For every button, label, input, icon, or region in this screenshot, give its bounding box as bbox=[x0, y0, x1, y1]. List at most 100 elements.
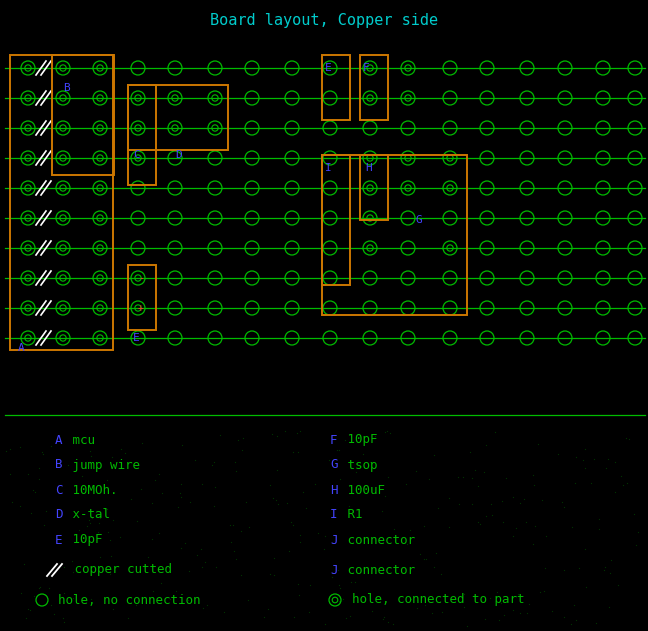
Point bbox=[334, 581, 344, 591]
Point bbox=[380, 491, 390, 501]
Point bbox=[470, 465, 480, 475]
Point bbox=[594, 514, 604, 524]
Point bbox=[165, 594, 175, 604]
Point bbox=[515, 498, 526, 508]
Point bbox=[108, 604, 119, 615]
Point bbox=[295, 426, 306, 436]
Point bbox=[496, 495, 507, 505]
Point bbox=[143, 551, 153, 562]
Point bbox=[378, 612, 389, 622]
Point bbox=[581, 582, 591, 592]
Point bbox=[179, 538, 190, 548]
Point bbox=[370, 431, 380, 441]
Point bbox=[358, 449, 369, 459]
Point bbox=[226, 537, 237, 547]
Point bbox=[559, 612, 570, 622]
Point bbox=[263, 604, 273, 614]
Point bbox=[485, 593, 495, 603]
Point bbox=[421, 553, 431, 563]
Text: x-tal: x-tal bbox=[65, 509, 110, 521]
Point bbox=[346, 577, 356, 587]
Point bbox=[367, 606, 377, 616]
Point bbox=[237, 433, 248, 443]
Point bbox=[580, 463, 590, 473]
Point bbox=[35, 582, 45, 593]
Point bbox=[102, 527, 113, 537]
Text: hole, connected to part: hole, connected to part bbox=[352, 594, 524, 606]
Point bbox=[601, 463, 611, 473]
Point bbox=[148, 586, 159, 596]
Point bbox=[59, 562, 69, 572]
Point bbox=[594, 524, 605, 534]
Point bbox=[578, 456, 588, 466]
Point bbox=[1, 446, 11, 456]
Point bbox=[388, 620, 398, 630]
Point bbox=[26, 508, 36, 518]
Point bbox=[25, 604, 36, 615]
Point bbox=[95, 513, 106, 523]
Point bbox=[59, 588, 69, 598]
Point bbox=[429, 562, 439, 572]
Text: 10MOh.: 10MOh. bbox=[65, 483, 117, 497]
Point bbox=[343, 501, 354, 511]
Point bbox=[40, 506, 51, 516]
Point bbox=[76, 435, 86, 445]
Text: F: F bbox=[363, 63, 370, 73]
Text: copper cutted: copper cutted bbox=[67, 563, 172, 577]
Point bbox=[533, 439, 543, 449]
Point bbox=[183, 565, 194, 575]
Point bbox=[209, 501, 220, 511]
Point bbox=[34, 583, 44, 593]
Point bbox=[496, 598, 507, 608]
Point bbox=[272, 465, 283, 475]
Point bbox=[622, 478, 632, 488]
Text: B: B bbox=[63, 83, 70, 93]
Point bbox=[559, 502, 570, 512]
Point bbox=[171, 586, 181, 596]
Point bbox=[301, 504, 312, 514]
Text: +: + bbox=[138, 303, 144, 313]
Point bbox=[527, 470, 538, 480]
Point bbox=[454, 499, 465, 509]
Point bbox=[233, 435, 244, 445]
Point bbox=[157, 488, 167, 498]
Point bbox=[68, 567, 78, 577]
Point bbox=[621, 433, 631, 443]
Point bbox=[150, 475, 160, 485]
Text: I: I bbox=[330, 509, 338, 521]
Point bbox=[210, 482, 220, 492]
Point bbox=[34, 474, 44, 484]
Bar bbox=[360, 155, 388, 220]
Point bbox=[530, 521, 540, 531]
Point bbox=[570, 478, 581, 488]
Point bbox=[310, 479, 320, 489]
Point bbox=[419, 521, 429, 531]
Point bbox=[618, 480, 628, 490]
Point bbox=[494, 615, 505, 625]
Point bbox=[426, 608, 437, 618]
Point bbox=[86, 594, 96, 604]
Point bbox=[606, 555, 616, 565]
Point bbox=[136, 483, 146, 493]
Point bbox=[609, 456, 619, 466]
Point bbox=[365, 457, 376, 468]
Point bbox=[173, 502, 183, 512]
Text: E: E bbox=[55, 533, 62, 546]
Point bbox=[332, 445, 343, 455]
Point bbox=[499, 610, 509, 620]
Point bbox=[524, 599, 534, 610]
Text: G: G bbox=[415, 215, 422, 225]
Point bbox=[378, 614, 388, 624]
Point bbox=[292, 579, 303, 589]
Point bbox=[105, 535, 115, 545]
Point bbox=[225, 520, 235, 530]
Point bbox=[340, 435, 350, 445]
Text: H: H bbox=[365, 163, 372, 173]
Point bbox=[23, 469, 33, 479]
Point bbox=[271, 495, 281, 505]
Point bbox=[599, 565, 609, 575]
Point bbox=[406, 594, 416, 604]
Point bbox=[284, 546, 294, 556]
Text: H: H bbox=[330, 483, 338, 497]
Point bbox=[573, 563, 584, 574]
